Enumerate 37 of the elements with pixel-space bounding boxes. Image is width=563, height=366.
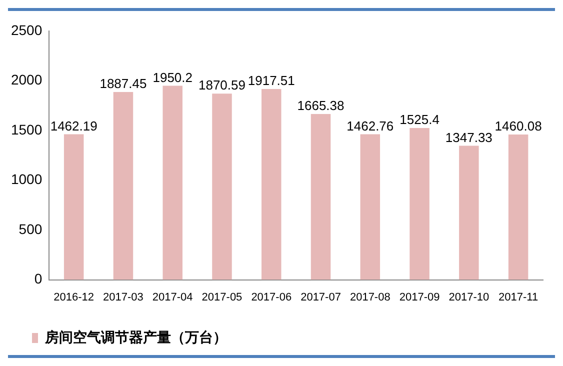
x-tick-label: 2017-03: [103, 291, 144, 304]
x-tick-label: 2017-07: [300, 291, 341, 304]
x-tick-label: 2017-11: [498, 291, 538, 304]
x-tick-label: 2017-06: [251, 291, 292, 304]
data-label: 1870.59: [198, 78, 246, 93]
bar: [360, 134, 380, 280]
bar: [212, 94, 232, 280]
data-label: 1525.4: [400, 112, 440, 128]
x-tick-label: 2017-04: [152, 291, 193, 304]
y-tick-label: 2000: [10, 72, 42, 88]
x-tick-label: 2017-09: [399, 291, 440, 304]
bar: [162, 86, 182, 280]
bar: [459, 146, 479, 280]
bar: [410, 128, 430, 280]
y-tick-label: 0: [34, 270, 42, 287]
data-label: 1917.51: [248, 73, 295, 88]
x-tick-label: 2016-12: [54, 291, 94, 304]
bar: [64, 134, 84, 280]
x-tick-label: 2017-10: [448, 291, 490, 304]
bar: [113, 92, 134, 280]
y-tick-label: 1500: [10, 121, 42, 138]
data-label: 1950.2: [152, 70, 192, 85]
y-tick-label: 500: [18, 220, 42, 237]
data-label: 1347.33: [445, 130, 492, 145]
x-tick-label: 2017-08: [350, 291, 390, 304]
bar: [262, 88, 282, 280]
data-label: 1460.08: [494, 118, 542, 134]
bar: [508, 134, 528, 280]
data-label: 1462.19: [50, 118, 98, 134]
y-tick-label: 2500: [10, 22, 42, 38]
data-label: 1665.38: [297, 98, 344, 114]
x-tick-label: 2017-05: [202, 291, 242, 304]
data-label: 1462.76: [346, 118, 394, 134]
y-tick-label: 1000: [10, 171, 42, 188]
legend-label: 房间空气调节器产量（万台）: [44, 328, 227, 345]
bar: [310, 114, 331, 280]
data-label: 1887.45: [100, 76, 147, 92]
